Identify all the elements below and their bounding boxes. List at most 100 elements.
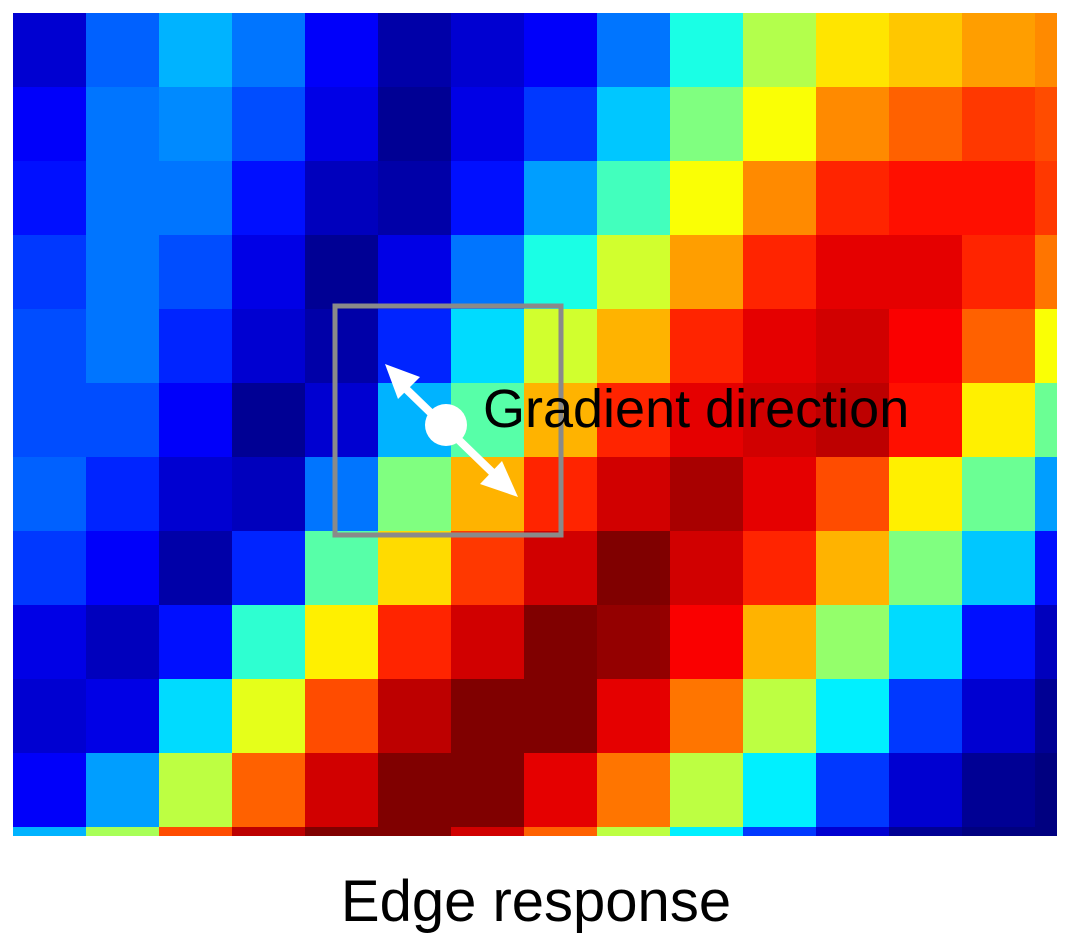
heatmap-cell (743, 605, 817, 680)
heatmap-cell (13, 753, 87, 828)
heatmap-cell (889, 679, 963, 754)
heatmap-cell (13, 383, 87, 458)
heatmap-cell (962, 827, 1036, 836)
heatmap-cell (670, 827, 744, 836)
heatmap-cell (670, 531, 744, 606)
heatmap-cell (13, 13, 87, 88)
heatmap-cell (524, 827, 598, 836)
heatmap-cell (1035, 235, 1057, 310)
heatmap-cell (597, 605, 671, 680)
heatmap-cell (13, 679, 87, 754)
heatmap-cell (889, 13, 963, 88)
heatmap-cell (305, 679, 379, 754)
heatmap-cell (1035, 679, 1057, 754)
heatmap-cell (378, 827, 452, 836)
heatmap-cell (378, 13, 452, 88)
heatmap-cell (962, 531, 1036, 606)
heatmap-cell (962, 13, 1036, 88)
heatmap-cell (159, 753, 233, 828)
heatmap-cell (816, 383, 890, 458)
heatmap-cell (524, 87, 598, 162)
heatmap-cell (305, 605, 379, 680)
heatmap-cell (816, 531, 890, 606)
heatmap-cell (743, 309, 817, 384)
heatmap-cell (670, 679, 744, 754)
heatmap-cell (305, 87, 379, 162)
heatmap-cell (670, 753, 744, 828)
heatmap-cell (13, 605, 87, 680)
heatmap-cell (378, 457, 452, 532)
heatmap-cell (451, 13, 525, 88)
heatmap-cell (159, 13, 233, 88)
heatmap-cell (86, 679, 160, 754)
heatmap-cell (86, 13, 160, 88)
heatmap-cell (1035, 309, 1057, 384)
heatmap-cell (743, 13, 817, 88)
heatmap-cell (816, 161, 890, 236)
heatmap-cell (451, 531, 525, 606)
gradient-arrowhead-down-right (480, 461, 518, 497)
heatmap-cell (597, 87, 671, 162)
heatmap-cell (743, 531, 817, 606)
heatmap-cell (1035, 531, 1057, 606)
heatmap-cell (962, 383, 1036, 458)
heatmap-cell (232, 605, 306, 680)
gradient-direction-label: Gradient direction (483, 379, 909, 439)
heatmap-cell (524, 161, 598, 236)
heatmap-cell (86, 753, 160, 828)
heatmap-cell (524, 753, 598, 828)
heatmap-cell (670, 13, 744, 88)
heatmap-cell (816, 605, 890, 680)
heatmap-cell (378, 161, 452, 236)
heatmap-cell (378, 87, 452, 162)
heatmap-cell (13, 87, 87, 162)
heatmap-cell (962, 309, 1036, 384)
heatmap-cell (232, 13, 306, 88)
heatmap-cell (743, 827, 817, 836)
heatmap-cell (597, 309, 671, 384)
heatmap-cell (451, 679, 525, 754)
heatmap-cell (743, 87, 817, 162)
heatmap-cell (232, 531, 306, 606)
heatmap-cell (743, 679, 817, 754)
heatmap-cell (305, 13, 379, 88)
heatmap-cell (889, 161, 963, 236)
heatmap-cell (159, 383, 233, 458)
heatmap-cell (670, 309, 744, 384)
heatmap-cell (743, 753, 817, 828)
heatmap-cell (597, 235, 671, 310)
heatmap-cell (451, 235, 525, 310)
heatmap-cell (816, 753, 890, 828)
heatmap-cell (743, 383, 817, 458)
heatmap-cell (816, 457, 890, 532)
heatmap-cell (159, 827, 233, 836)
heatmap-cell (451, 753, 525, 828)
heatmap-cell (816, 87, 890, 162)
heatmap-cell (743, 235, 817, 310)
heatmap-cell (597, 827, 671, 836)
heatmap-cell (1035, 13, 1057, 88)
heatmap-cell (13, 531, 87, 606)
heatmap-cell (232, 457, 306, 532)
heatmap-cell (524, 13, 598, 88)
heatmap-cell (13, 457, 87, 532)
heatmap-cell (889, 605, 963, 680)
gradient-arrowhead-up-left (385, 364, 420, 399)
heatmap-cell (232, 309, 306, 384)
heatmap-cell (13, 161, 87, 236)
heatmap-cell (889, 827, 963, 836)
heatmap-cell (86, 87, 160, 162)
heatmap-cell (305, 235, 379, 310)
heatmap-cell (597, 383, 671, 458)
heatmap-cell (889, 235, 963, 310)
heatmap-cell (159, 235, 233, 310)
heatmap-cell (816, 13, 890, 88)
heatmap-cell (378, 531, 452, 606)
heatmap-cell (962, 753, 1036, 828)
heatmap-cell (816, 309, 890, 384)
heatmap-cell (232, 87, 306, 162)
heatmap-cell (597, 161, 671, 236)
heatmap-cell (451, 605, 525, 680)
heatmap-cell (889, 457, 963, 532)
